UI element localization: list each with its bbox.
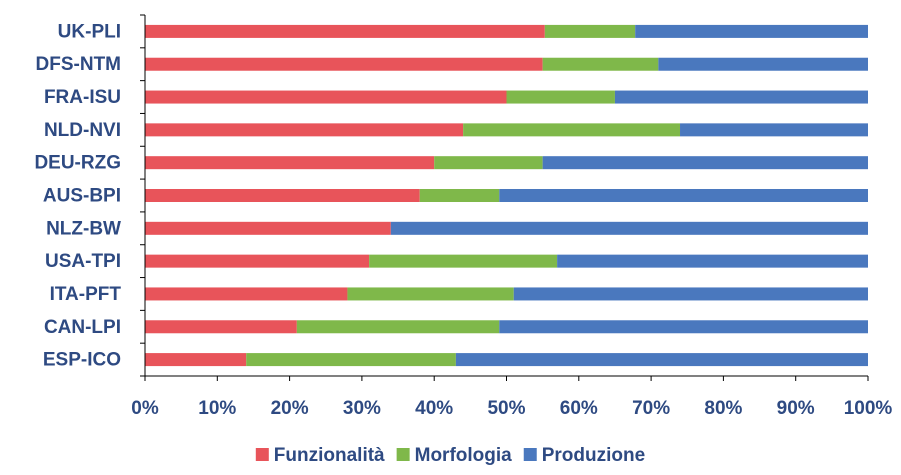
bar-segment <box>145 57 543 71</box>
x-tick-label: 90% <box>777 398 815 419</box>
y-tick-label: CAN-LPI <box>44 317 121 338</box>
y-tick-label: USA-TPI <box>45 251 121 272</box>
legend-swatch <box>396 448 410 461</box>
bar-segment <box>544 24 636 38</box>
y-tick-label: ITA-PFT <box>50 284 122 305</box>
x-tick-label: 30% <box>343 398 381 419</box>
y-tick-label: DFS-NTM <box>36 54 121 75</box>
x-tick-label: 20% <box>271 398 309 419</box>
y-tick-label: UK-PLI <box>58 21 121 42</box>
bar-segment <box>347 287 514 301</box>
x-tick-label: 100% <box>844 398 893 419</box>
x-tick-label: 50% <box>487 398 525 419</box>
bar-segment <box>145 287 348 301</box>
bar-segment <box>390 221 868 235</box>
y-tick-label: ESP-ICO <box>43 350 121 371</box>
legend-label: Funzionalità <box>274 445 385 466</box>
x-tick-label: 10% <box>198 398 236 419</box>
bar-segment <box>542 156 868 170</box>
bar-segment <box>145 254 370 268</box>
bar-segment <box>145 123 464 137</box>
y-tick-label: AUS-BPI <box>43 186 121 207</box>
bar-segment <box>680 123 868 137</box>
bar-segment <box>658 57 868 71</box>
legend-swatch <box>523 448 537 461</box>
bar-segment <box>434 156 543 170</box>
legend-label: Produzione <box>542 445 645 466</box>
bar-segment <box>145 221 391 235</box>
bar-segment <box>455 353 868 367</box>
bar-segment <box>145 353 247 367</box>
bar-segment <box>145 320 297 334</box>
x-tick-label: 70% <box>632 398 670 419</box>
bar-segment <box>369 254 558 268</box>
bar-segment <box>296 320 500 334</box>
x-tick-label: 80% <box>704 398 742 419</box>
bar-segment <box>145 189 420 202</box>
bar-segment <box>419 189 500 202</box>
bar-segment <box>499 320 868 334</box>
y-tick-label: FRA-ISU <box>44 87 121 108</box>
bar-segment <box>614 90 868 104</box>
y-tick-label: NLZ-BW <box>46 218 121 239</box>
x-tick-label: 60% <box>560 398 598 419</box>
bar-segment <box>557 254 868 268</box>
bar-segment <box>499 189 868 202</box>
bar-segment <box>513 287 868 301</box>
bar-segment <box>145 90 507 104</box>
bar-segment <box>635 24 868 38</box>
y-tick-label: NLD-NVI <box>44 120 121 141</box>
bar-segment <box>463 123 681 137</box>
bar-segment <box>145 156 435 170</box>
x-tick-label: 40% <box>415 398 453 419</box>
legend-label: Morfologia <box>415 445 513 466</box>
bar-segment <box>246 353 456 367</box>
bar-segment <box>145 24 545 38</box>
y-tick-label: DEU-RZG <box>34 153 121 174</box>
bar-segment <box>542 57 659 71</box>
bar-segment <box>506 90 615 104</box>
x-tick-label: 0% <box>131 398 159 419</box>
legend-swatch <box>255 448 269 461</box>
